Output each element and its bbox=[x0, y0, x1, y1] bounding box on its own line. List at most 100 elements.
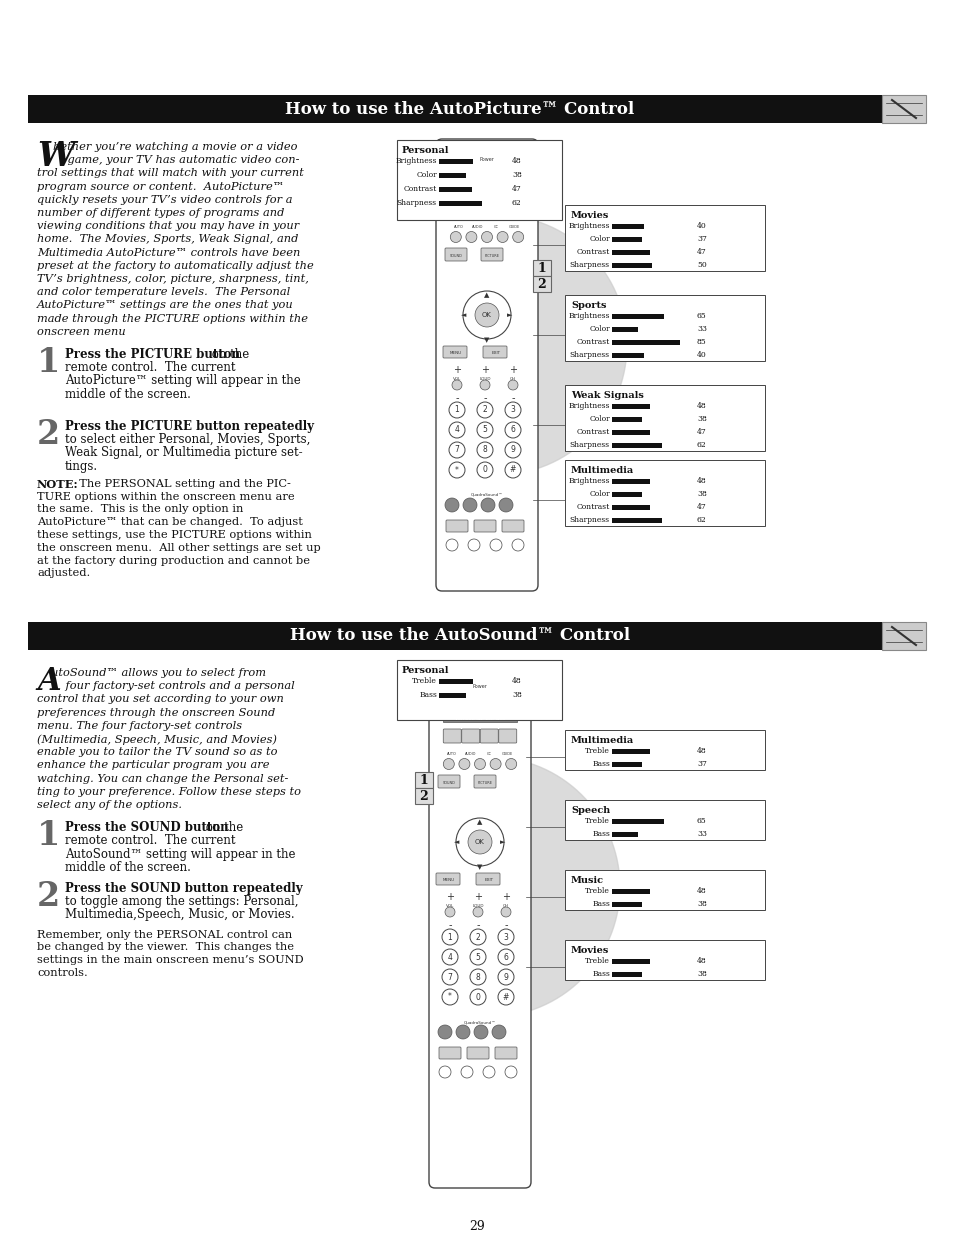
Bar bbox=[396, 659, 561, 720]
FancyBboxPatch shape bbox=[498, 729, 517, 743]
Text: AUDIO: AUDIO bbox=[472, 225, 483, 228]
Text: Color: Color bbox=[589, 235, 609, 243]
Text: 3: 3 bbox=[510, 405, 515, 415]
Text: Brightness: Brightness bbox=[568, 222, 609, 230]
Text: GUIDE: GUIDE bbox=[501, 752, 513, 756]
Circle shape bbox=[465, 231, 476, 242]
Text: 48: 48 bbox=[697, 747, 706, 755]
Text: SOUND: SOUND bbox=[442, 781, 455, 785]
Circle shape bbox=[443, 758, 454, 769]
Circle shape bbox=[479, 380, 490, 390]
Text: program source or content.  AutoPicture™: program source or content. AutoPicture™ bbox=[37, 182, 284, 191]
Text: 62: 62 bbox=[697, 441, 706, 450]
Text: The PERSONAL setting and the PIC-: The PERSONAL setting and the PIC- bbox=[71, 479, 291, 489]
Bar bbox=[612, 404, 650, 409]
Bar bbox=[612, 340, 679, 345]
Text: made through the PICTURE options within the: made through the PICTURE options within … bbox=[37, 314, 308, 324]
Circle shape bbox=[441, 969, 457, 986]
Text: at the factory during production and cannot be: at the factory during production and can… bbox=[37, 556, 310, 566]
Bar bbox=[612, 492, 641, 496]
Text: 9: 9 bbox=[503, 972, 508, 982]
Text: the onscreen menu.  All other settings are set up: the onscreen menu. All other settings ar… bbox=[37, 543, 320, 553]
Text: ◄: ◄ bbox=[461, 312, 466, 317]
Text: Multimedia,Speech, Music, or Movies.: Multimedia,Speech, Music, or Movies. bbox=[65, 909, 294, 921]
Text: A: A bbox=[37, 666, 61, 697]
Bar bbox=[612, 762, 641, 767]
Text: ►: ► bbox=[499, 839, 505, 845]
Text: (Multimedia, Speech, Music, and Movies): (Multimedia, Speech, Music, and Movies) bbox=[37, 734, 276, 745]
Bar bbox=[533, 275, 551, 291]
Text: -: - bbox=[511, 393, 515, 403]
Text: Treble: Treble bbox=[584, 747, 609, 755]
Text: 1: 1 bbox=[537, 262, 546, 274]
Circle shape bbox=[446, 538, 457, 551]
Text: control that you set according to your own: control that you set according to your o… bbox=[37, 694, 284, 704]
Text: +: + bbox=[501, 892, 510, 902]
Text: SOUND: SOUND bbox=[449, 254, 462, 258]
Text: MENU: MENU bbox=[442, 878, 455, 882]
Bar bbox=[612, 417, 641, 422]
Circle shape bbox=[462, 498, 476, 513]
Text: EXIT: EXIT bbox=[491, 351, 500, 354]
Text: 38: 38 bbox=[697, 969, 706, 978]
Text: middle of the screen.: middle of the screen. bbox=[65, 861, 191, 874]
Bar bbox=[612, 479, 650, 484]
Text: Contrast: Contrast bbox=[577, 429, 609, 436]
Text: 47: 47 bbox=[512, 185, 521, 193]
Circle shape bbox=[444, 906, 455, 918]
Text: PICTURE: PICTURE bbox=[484, 254, 499, 258]
Text: adjusted.: adjusted. bbox=[37, 568, 91, 578]
Circle shape bbox=[504, 403, 520, 417]
Text: How to use the AutoPicture™ Control: How to use the AutoPicture™ Control bbox=[285, 100, 634, 117]
Text: +: + bbox=[480, 366, 489, 375]
Circle shape bbox=[470, 969, 485, 986]
Bar bbox=[612, 430, 649, 435]
Circle shape bbox=[497, 969, 514, 986]
Text: ▼: ▼ bbox=[484, 337, 489, 343]
Text: Sharpness: Sharpness bbox=[569, 516, 609, 524]
Text: 33: 33 bbox=[697, 830, 706, 839]
Text: 50: 50 bbox=[697, 261, 706, 269]
FancyBboxPatch shape bbox=[480, 248, 502, 261]
Circle shape bbox=[490, 758, 500, 769]
Text: 38: 38 bbox=[697, 900, 706, 908]
Text: +: + bbox=[509, 366, 517, 375]
Text: enable you to tailor the TV sound so as to: enable you to tailor the TV sound so as … bbox=[37, 747, 277, 757]
Text: +: + bbox=[453, 366, 460, 375]
Text: 37: 37 bbox=[697, 760, 706, 768]
Text: -: - bbox=[504, 920, 507, 930]
Bar bbox=[612, 960, 650, 965]
Circle shape bbox=[449, 442, 464, 458]
Bar bbox=[564, 940, 764, 981]
Bar bbox=[564, 730, 764, 769]
Circle shape bbox=[497, 231, 508, 242]
Text: Color: Color bbox=[589, 415, 609, 424]
Bar bbox=[438, 173, 465, 178]
Text: #: # bbox=[509, 466, 516, 474]
Text: How to use the AutoSound™ Control: How to use the AutoSound™ Control bbox=[290, 627, 629, 645]
Text: +: + bbox=[446, 892, 454, 902]
Text: 7: 7 bbox=[454, 446, 459, 454]
Text: controls.: controls. bbox=[37, 968, 88, 978]
Circle shape bbox=[449, 422, 464, 438]
Circle shape bbox=[492, 1025, 505, 1039]
Text: TV’s brightness, color, picture, sharpness, tint,: TV’s brightness, color, picture, sharpne… bbox=[37, 274, 309, 284]
Circle shape bbox=[456, 818, 503, 866]
Bar bbox=[612, 902, 641, 906]
Circle shape bbox=[497, 989, 514, 1005]
Text: 33: 33 bbox=[697, 325, 706, 333]
Text: the same.  This is the only option in: the same. This is the only option in bbox=[37, 504, 243, 515]
Text: Bass: Bass bbox=[592, 760, 609, 768]
Text: Contrast: Contrast bbox=[577, 248, 609, 256]
Text: trol settings that will match with your current: trol settings that will match with your … bbox=[37, 168, 304, 178]
Bar bbox=[442, 713, 517, 722]
Text: game, your TV has automatic video con-: game, your TV has automatic video con- bbox=[53, 156, 299, 165]
Bar bbox=[612, 224, 643, 228]
Text: 37: 37 bbox=[697, 235, 706, 243]
Text: AUDIO: AUDIO bbox=[464, 752, 476, 756]
Text: 4: 4 bbox=[454, 426, 459, 435]
FancyBboxPatch shape bbox=[461, 729, 479, 743]
Text: 2: 2 bbox=[537, 278, 546, 290]
Text: GUIDE: GUIDE bbox=[509, 225, 519, 228]
Bar bbox=[450, 185, 523, 195]
